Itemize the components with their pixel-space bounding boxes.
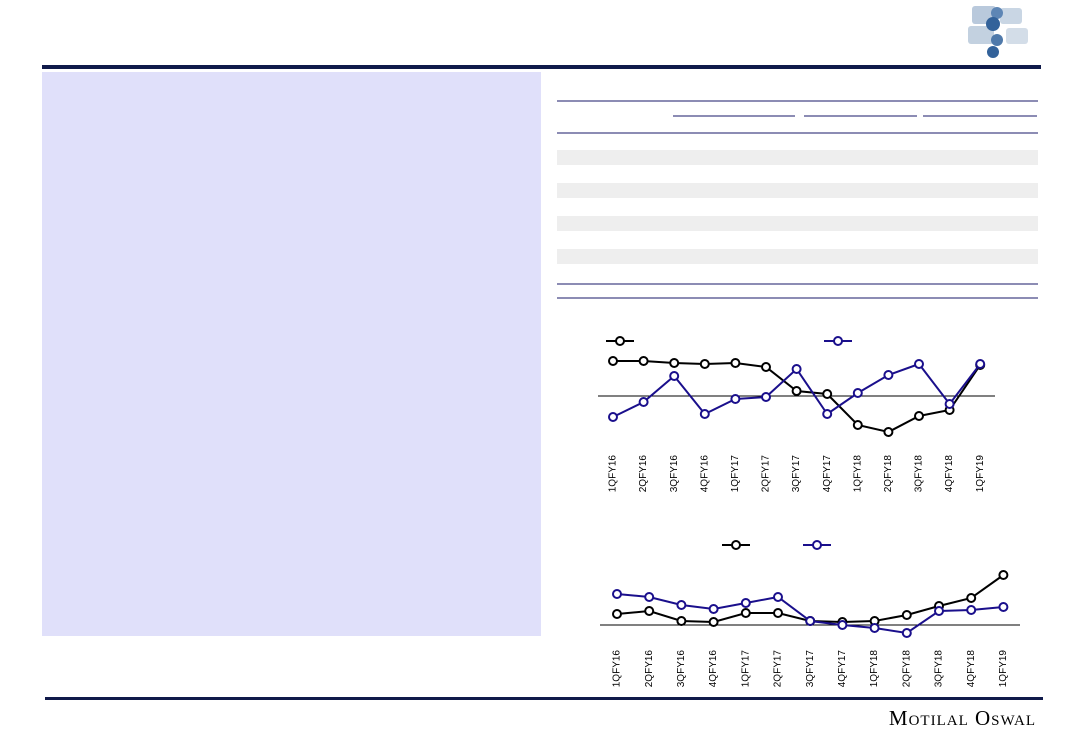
data-point xyxy=(883,370,894,380)
data-point xyxy=(805,616,816,626)
data-point xyxy=(837,620,848,630)
data-point xyxy=(773,592,783,602)
x-tick-label: 2QFY18 xyxy=(901,650,912,688)
series-line xyxy=(616,574,1004,624)
data-point xyxy=(699,359,710,369)
data-point xyxy=(914,411,924,421)
x-tick-label: 3QFY16 xyxy=(669,455,680,493)
data-point xyxy=(669,371,680,381)
x-tick-label: 2QFY17 xyxy=(761,455,772,493)
x-tick-label: 1QFY17 xyxy=(730,455,741,493)
x-tick-label: 4QFY18 xyxy=(966,650,977,688)
x-tick-label: 2QFY17 xyxy=(773,650,784,688)
data-point xyxy=(638,356,649,366)
data-point xyxy=(730,358,741,368)
data-point xyxy=(608,356,618,366)
data-point xyxy=(699,409,710,419)
legend-marker xyxy=(812,540,822,550)
series-line xyxy=(616,593,1004,635)
data-point xyxy=(822,409,833,419)
x-tick-label: 3QFY18 xyxy=(934,650,945,688)
data-point xyxy=(612,589,622,599)
data-point xyxy=(966,593,977,603)
data-point xyxy=(998,570,1009,580)
x-tick-label: 1QFY18 xyxy=(869,650,880,688)
x-tick-label: 3QFY17 xyxy=(791,455,802,493)
legend-marker xyxy=(615,336,625,346)
x-tick-label: 4QFY17 xyxy=(822,455,833,493)
legend-marker xyxy=(833,336,843,346)
data-point xyxy=(669,358,680,368)
data-point xyxy=(608,412,618,422)
x-tick-label: 3QFY18 xyxy=(914,455,925,493)
data-point xyxy=(914,359,924,369)
brand: Motilal Oswal xyxy=(889,706,1036,730)
header-rule xyxy=(42,65,1041,69)
x-tick-label: 2QFY16 xyxy=(644,650,655,688)
x-tick-label: 1QFY16 xyxy=(608,455,619,493)
data-point xyxy=(761,362,771,372)
data-point xyxy=(944,399,955,409)
data-point xyxy=(852,388,863,398)
header-logo xyxy=(968,6,1028,58)
data-point xyxy=(644,606,655,616)
data-point xyxy=(773,608,783,618)
x-tick-label: 1QFY17 xyxy=(740,650,751,688)
x-tick-label: 1QFY19 xyxy=(975,455,986,493)
data-point xyxy=(852,420,863,430)
text-panel xyxy=(42,72,541,636)
data-point xyxy=(740,608,751,618)
x-tick-label: 4QFY18 xyxy=(944,455,955,493)
data-point xyxy=(822,389,833,399)
data-point xyxy=(676,616,687,626)
x-tick-label: 1QFY19 xyxy=(998,650,1009,688)
x-tick-label: 1QFY18 xyxy=(852,455,863,493)
data-point xyxy=(644,592,655,602)
data-point xyxy=(901,610,912,620)
legend-marker xyxy=(731,540,741,550)
data-point xyxy=(612,609,622,619)
data-point xyxy=(869,623,880,633)
data-point xyxy=(676,600,687,610)
data-point xyxy=(883,427,894,437)
data-point xyxy=(638,397,649,407)
data-point xyxy=(791,386,802,396)
x-tick-label: 4QFY16 xyxy=(699,455,710,493)
data-point xyxy=(975,359,986,369)
data-point xyxy=(966,605,977,615)
x-tick-label: 3QFY17 xyxy=(805,650,816,688)
x-tick-label: 1QFY16 xyxy=(612,650,623,688)
x-tick-label: 4QFY16 xyxy=(708,650,719,688)
data-point xyxy=(998,602,1009,612)
x-tick-label: 3QFY16 xyxy=(676,650,687,688)
table xyxy=(557,100,1038,299)
data-point xyxy=(730,394,741,404)
data-point xyxy=(901,628,912,638)
data-point xyxy=(708,617,719,627)
data-point xyxy=(708,604,719,614)
x-tick-label: 4QFY17 xyxy=(837,650,848,688)
data-point xyxy=(934,606,944,616)
x-tick-label: 2QFY16 xyxy=(638,455,649,493)
data-point xyxy=(761,392,771,402)
footer-rule xyxy=(45,697,1043,700)
x-tick-label: 2QFY18 xyxy=(883,455,894,493)
data-point xyxy=(740,598,751,608)
data-point xyxy=(791,364,802,374)
